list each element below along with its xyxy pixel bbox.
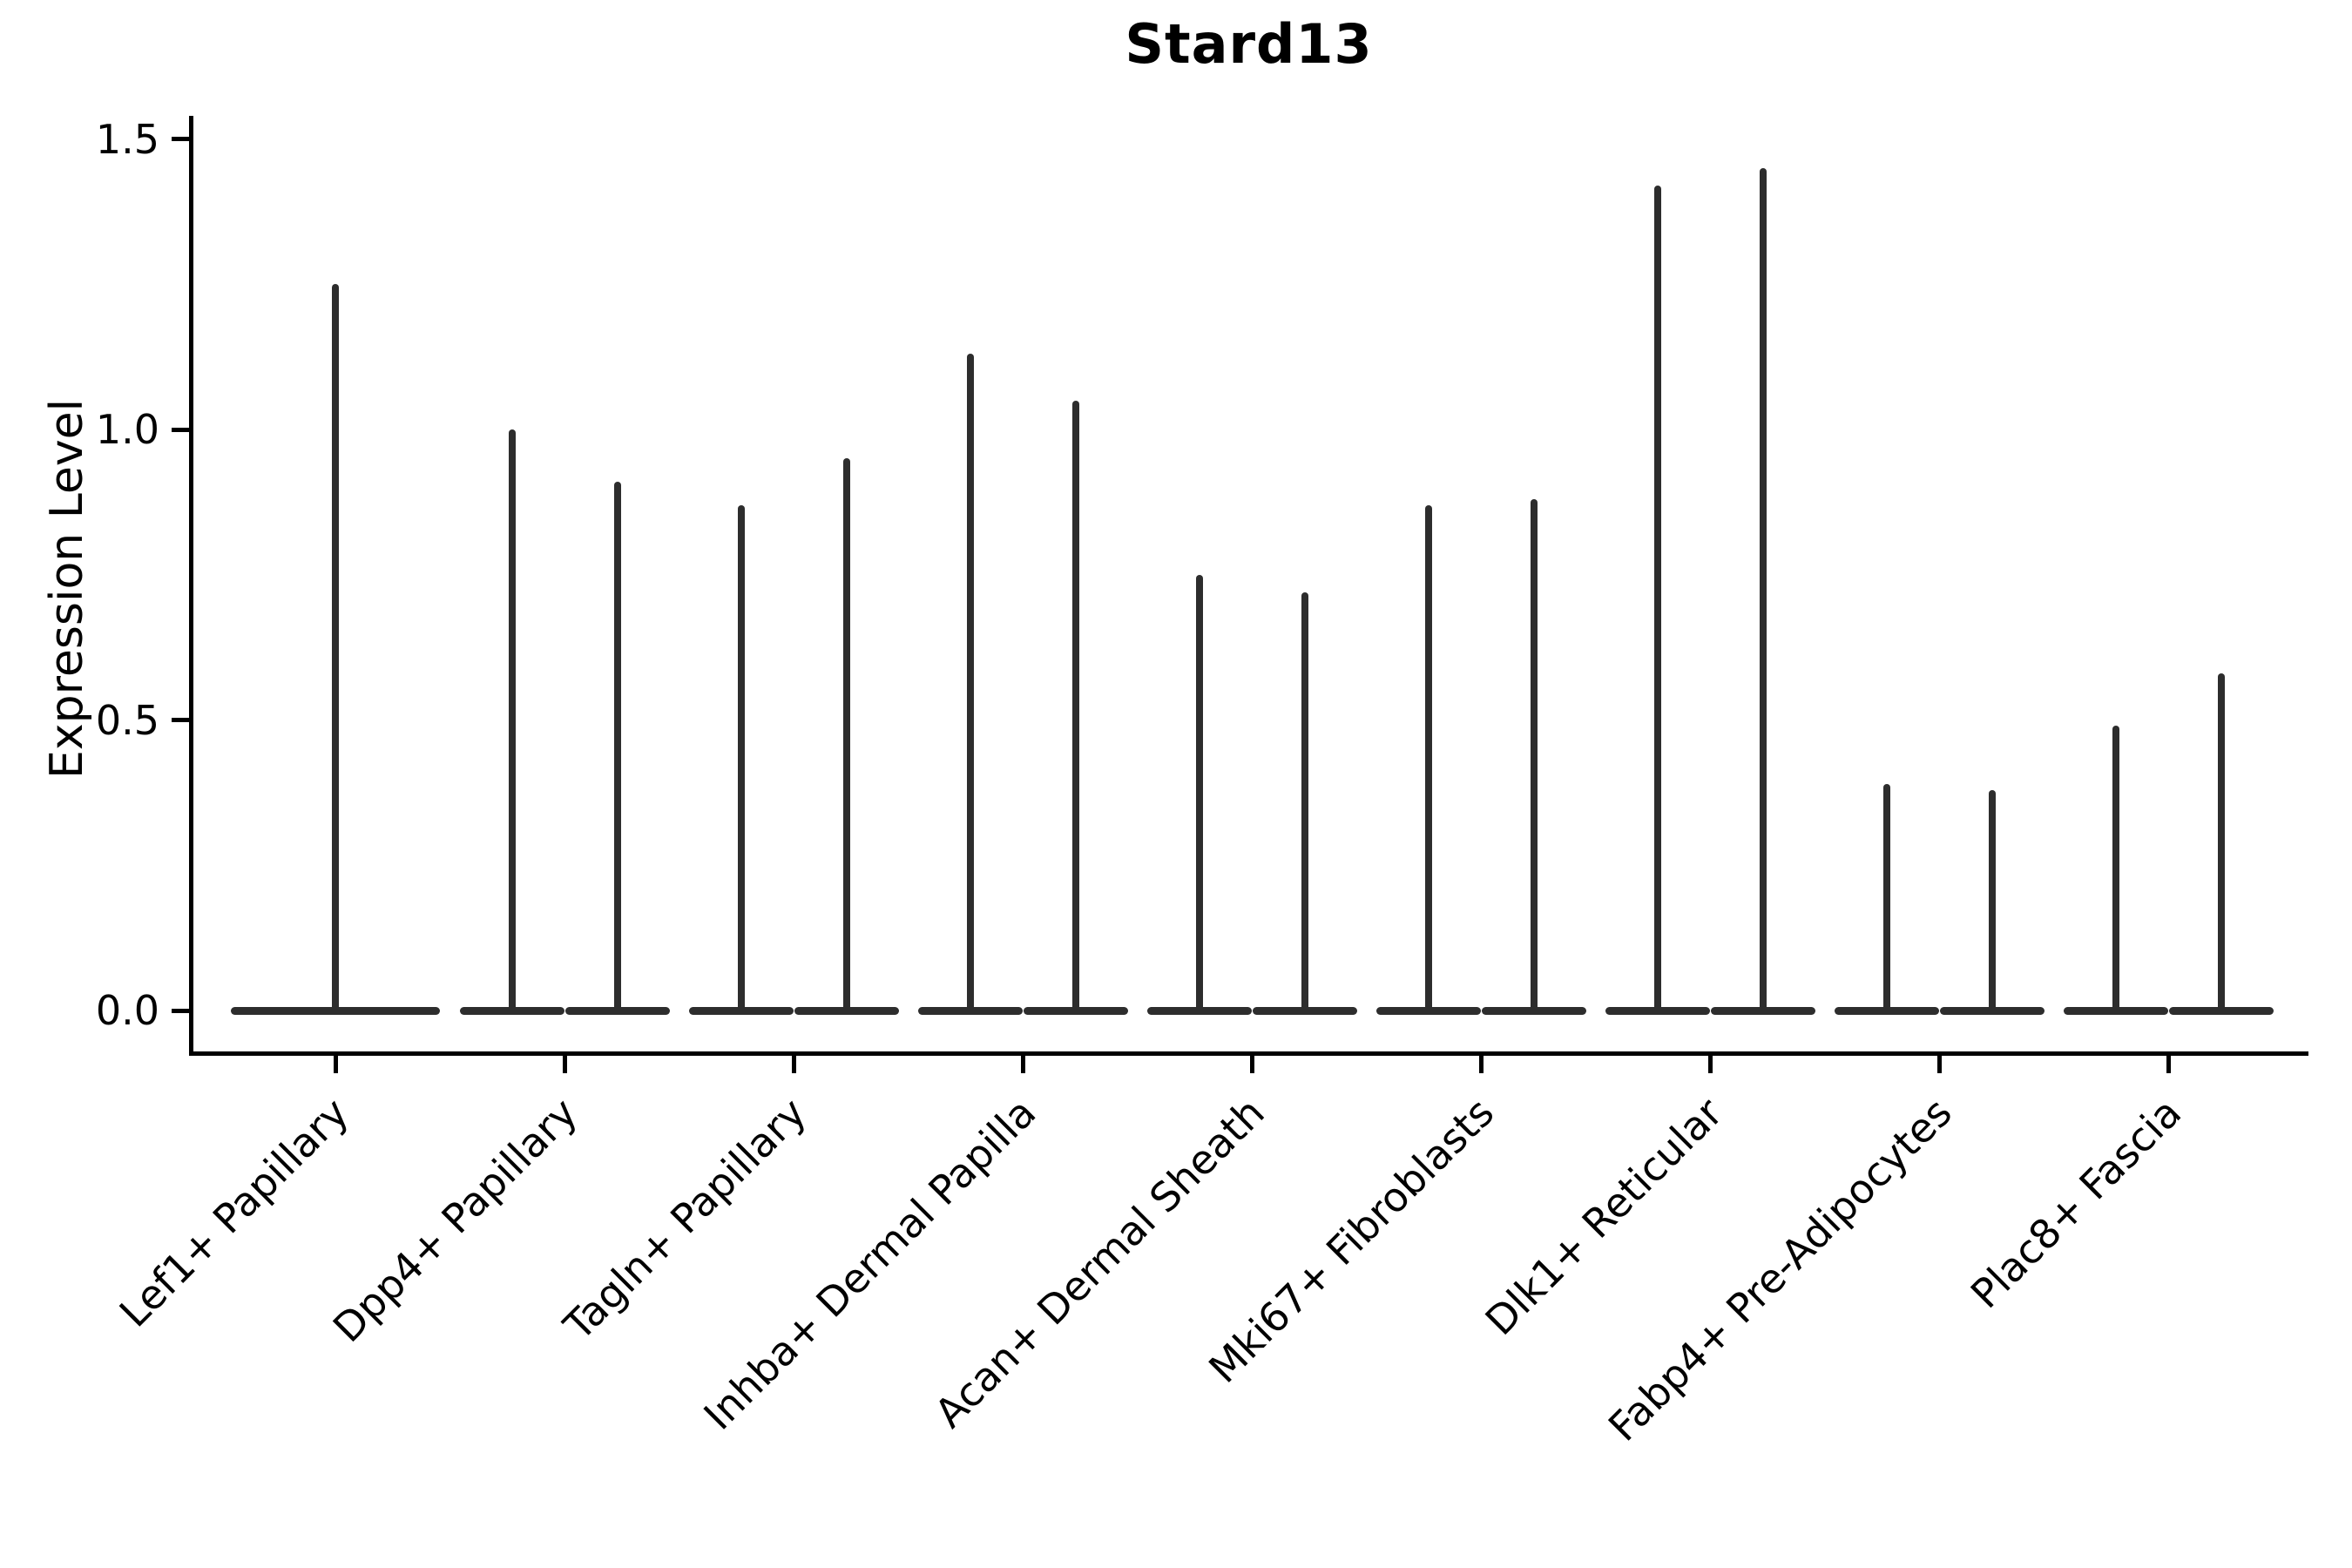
violin-base [231,1006,440,1015]
x-tick [333,1056,338,1073]
y-axis-spine [189,116,193,1056]
violin-base [1605,1006,1710,1015]
x-tick [2166,1056,2171,1073]
violin-spike [1301,591,1308,1010]
x-tick-label-text: Dpp4+ Papillary [323,1088,587,1352]
violin-spike [613,482,621,1010]
x-tick-label-text: Tagln+ Papillary [555,1088,816,1349]
violin-spike [1988,789,1996,1010]
violin-spike [1424,504,1432,1010]
violin-base [1023,1006,1128,1015]
x-tick [1020,1056,1025,1073]
y-tick [172,137,189,141]
x-tick [1936,1056,1942,1073]
violin-base [2063,1006,2168,1015]
violin-spike [1759,167,1767,1010]
y-axis-label: Expression Level [41,398,93,780]
y-tick-label: 1.0 [95,406,159,453]
x-tick [791,1056,796,1073]
x-tick-label-text: Plac8+ Fascia [1961,1088,2191,1318]
x-tick [1478,1056,1484,1073]
y-tick-label: 0.5 [95,696,159,744]
x-tick [562,1056,567,1073]
violin-spike [842,458,850,1010]
violin-base [688,1006,794,1015]
violin-base [1939,1006,2044,1015]
y-tick [172,1008,189,1013]
violin-base [1375,1006,1481,1015]
y-tick [172,427,189,432]
y-tick-label: 0.0 [95,987,159,1034]
violin-base [1252,1006,1357,1015]
y-tick [172,718,189,722]
violin-spike [1195,574,1203,1010]
violin-base [917,1006,1023,1015]
chart-title: Stard13 [1125,12,1373,76]
violin-spike [1530,499,1538,1010]
violin-base [1146,1006,1252,1015]
y-tick-label: 1.5 [95,115,159,163]
x-tick-label-text: Lef1+ Papillary [110,1088,358,1336]
violin-spike [332,284,339,1010]
violin-spike [1882,783,1890,1010]
violin-spike [508,429,516,1010]
violin-spike [1653,185,1661,1010]
violin-spike [966,354,974,1010]
violin-spike [1071,400,1079,1010]
violin-base [459,1006,564,1015]
x-tick [1707,1056,1713,1073]
violin-base [2168,1006,2274,1015]
violin-spike [737,504,745,1010]
x-axis-spine [189,1051,2308,1056]
violin-base [564,1006,670,1015]
violin-base [1834,1006,1939,1015]
violin-base [1481,1006,1586,1015]
violin-spike [2112,726,2119,1010]
violin-spike [2217,673,2225,1010]
violin-base [1710,1006,1815,1015]
violin-base [794,1006,899,1015]
x-tick-label-text: Dlk1+ Reticular [1476,1088,1733,1345]
x-tick [1249,1056,1254,1073]
